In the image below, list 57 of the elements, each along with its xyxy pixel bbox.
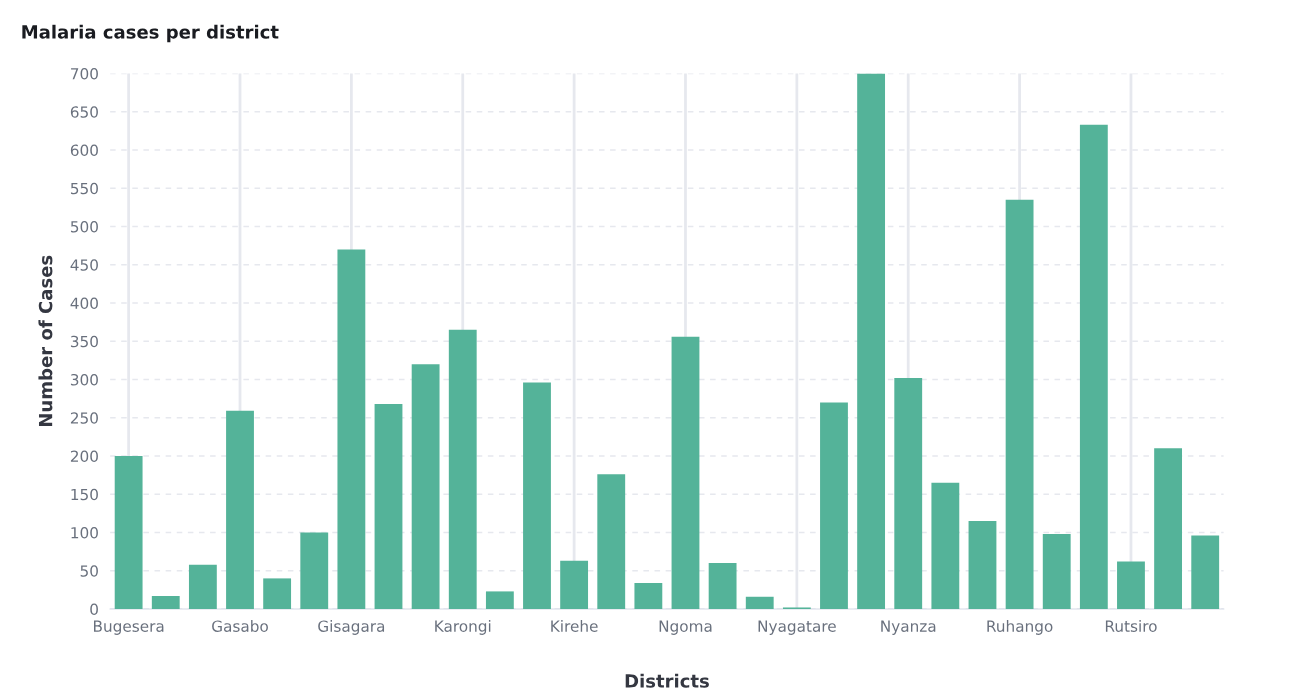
y-tick-label: 550 (70, 182, 98, 195)
y-tick-label: 50 (80, 565, 98, 577)
x-tick-label: Karongi (435, 620, 491, 635)
bar (300, 532, 329, 609)
bar (411, 364, 440, 609)
bar (560, 560, 589, 609)
bar (1154, 448, 1183, 609)
bar (894, 377, 923, 609)
x-tick-label: Nyagatare (758, 620, 836, 635)
x-tick-label: Kirehe (551, 620, 598, 632)
chart-title: Malaria cases per district (22, 24, 279, 43)
x-tick-label: Gisagara (318, 620, 385, 635)
x-tick-label: Gasabo (212, 620, 268, 632)
bar (448, 329, 477, 609)
bar (1191, 535, 1220, 609)
x-axis-title: Districts (625, 673, 709, 688)
bar (114, 456, 143, 609)
bar (1005, 199, 1034, 609)
x-tick-label: Rutsiro (1105, 620, 1157, 632)
bar (188, 564, 217, 609)
y-tick-label: 450 (70, 259, 98, 271)
bar (857, 73, 886, 609)
bar (634, 582, 663, 609)
bar (745, 596, 774, 609)
bar (337, 249, 366, 609)
y-tick-label: 300 (70, 373, 98, 386)
y-tick-label: 250 (70, 412, 98, 424)
x-tick-label: Nyanza (881, 620, 936, 635)
y-tick-label: 200 (70, 450, 98, 463)
x-tick-label: Ruhango (987, 620, 1053, 635)
y-tick-label: 600 (70, 144, 98, 157)
bar (968, 521, 997, 609)
y-tick-label: 500 (70, 220, 98, 233)
y-tick-label: 650 (70, 106, 98, 118)
y-axis-title: Number of Cases (38, 255, 53, 427)
bar (597, 474, 626, 609)
bar (820, 402, 848, 609)
bar (523, 382, 551, 609)
y-tick-label: 0 (90, 603, 98, 616)
bar (151, 595, 180, 609)
bar (374, 403, 403, 609)
y-tick-label: 700 (71, 67, 98, 80)
bar (931, 482, 960, 609)
y-tick-label: 150 (71, 488, 98, 501)
x-tick-label: Bugesera (94, 620, 164, 635)
bar (1079, 124, 1108, 609)
bar (263, 578, 292, 609)
bar (1042, 534, 1071, 609)
y-tick-label: 350 (70, 335, 98, 348)
x-tick-label: Ngoma (659, 620, 712, 635)
bar (226, 410, 254, 609)
y-tick-label: 100 (71, 526, 98, 539)
bar (671, 336, 700, 609)
y-tick-label: 400 (70, 297, 98, 310)
bar (1117, 561, 1145, 609)
bar (708, 563, 737, 609)
bar (485, 591, 514, 609)
